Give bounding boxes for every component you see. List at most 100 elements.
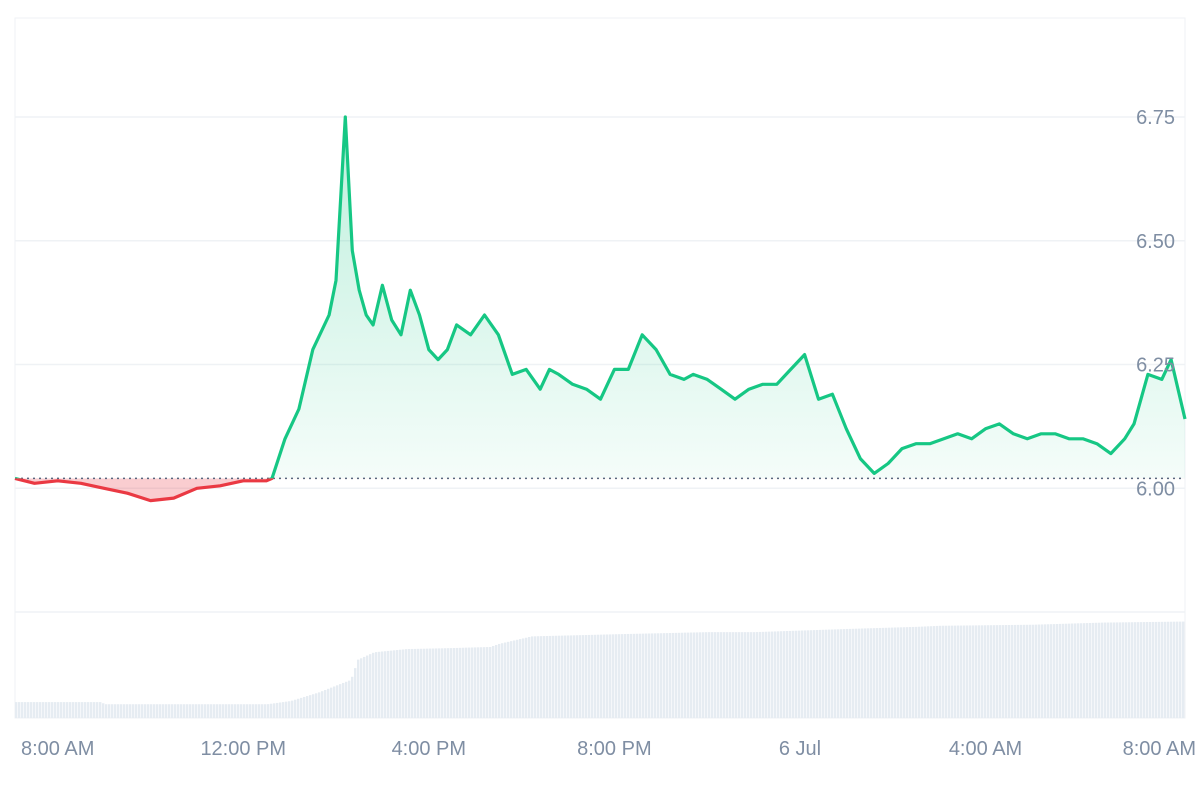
- volume-bar: [411, 648, 414, 718]
- volume-bar: [300, 697, 303, 718]
- volume-bar: [771, 631, 774, 718]
- volume-bar: [774, 631, 777, 718]
- volume-bar: [198, 704, 201, 718]
- volume-bar: [1089, 622, 1092, 718]
- volume-bar: [1110, 622, 1113, 718]
- volume-bar: [315, 693, 318, 718]
- volume-bar: [48, 702, 51, 718]
- volume-bar: [1128, 622, 1131, 718]
- volume-bar: [1056, 623, 1059, 718]
- volume-bar: [744, 632, 747, 718]
- volume-bar: [1155, 621, 1158, 718]
- volume-bar: [240, 704, 243, 718]
- volume-bar: [909, 627, 912, 718]
- volume-bar: [444, 648, 447, 718]
- volume-bar: [213, 704, 216, 718]
- volume-bar: [192, 704, 195, 718]
- volume-bar: [1023, 624, 1026, 718]
- volume-bar: [57, 702, 60, 718]
- volume-bar: [729, 632, 732, 718]
- x-tick-label: 4:00 PM: [392, 738, 466, 760]
- volume-bar: [324, 690, 327, 718]
- price-line[interactable]: [14, 115, 1187, 503]
- volume-bar: [375, 652, 378, 718]
- x-tick-label: 8:00 PM: [577, 738, 651, 760]
- volume-bar: [72, 702, 75, 718]
- volume-bar: [81, 702, 84, 718]
- volume-bar: [1104, 622, 1107, 718]
- volume-bar: [915, 626, 918, 718]
- volume-bars: [15, 621, 1185, 718]
- volume-bar: [408, 649, 411, 718]
- volume-bar: [765, 631, 768, 718]
- volume-bar: [138, 704, 141, 718]
- volume-bar: [1038, 624, 1041, 718]
- volume-bar: [336, 685, 339, 718]
- volume-bar: [984, 625, 987, 718]
- volume-bar: [828, 629, 831, 718]
- volume-bar: [930, 626, 933, 718]
- volume-bar: [1143, 622, 1146, 718]
- volume-bar: [837, 629, 840, 718]
- volume-bar: [261, 704, 264, 718]
- grid-lines: [15, 116, 1185, 613]
- volume-bar: [348, 680, 351, 718]
- volume-bar: [378, 651, 381, 718]
- volume-bar: [672, 632, 675, 718]
- volume-bar: [1170, 621, 1173, 718]
- volume-bar: [174, 704, 177, 718]
- volume-bar: [219, 704, 222, 718]
- volume-bar: [105, 704, 108, 718]
- volume-bar: [615, 634, 618, 718]
- volume-bar: [717, 632, 720, 718]
- volume-bar: [147, 704, 150, 718]
- volume-bar: [795, 630, 798, 718]
- volume-bar: [423, 648, 426, 718]
- volume-bar: [807, 630, 810, 718]
- volume-bar: [525, 637, 528, 718]
- volume-bar: [582, 635, 585, 718]
- volume-bar: [960, 625, 963, 718]
- volume-bar: [711, 632, 714, 718]
- volume-bar: [495, 644, 498, 718]
- volume-bar: [1182, 621, 1185, 718]
- volume-bar: [489, 646, 492, 718]
- volume-bar: [165, 704, 168, 718]
- volume-bar: [75, 702, 78, 718]
- volume-bar: [93, 702, 96, 718]
- volume-bar: [453, 648, 456, 718]
- volume-bar: [633, 633, 636, 718]
- volume-bar: [708, 632, 711, 718]
- volume-bar: [882, 627, 885, 718]
- volume-bar: [222, 704, 225, 718]
- volume-bar: [819, 629, 822, 718]
- volume-bar: [42, 702, 45, 718]
- volume-bar: [924, 626, 927, 718]
- volume-bar: [84, 702, 87, 718]
- volume-bar: [897, 627, 900, 718]
- volume-bar: [825, 629, 828, 718]
- volume-bar: [60, 702, 63, 718]
- volume-bar: [1152, 621, 1155, 718]
- volume-bar: [975, 625, 978, 718]
- volume-bar: [270, 703, 273, 718]
- volume-bar: [483, 647, 486, 718]
- volume-bar: [414, 648, 417, 718]
- volume-bar: [1035, 624, 1038, 718]
- volume-bar: [351, 676, 354, 718]
- volume-bar: [1134, 622, 1137, 718]
- volume-bar: [111, 704, 114, 718]
- volume-bar: [900, 627, 903, 718]
- volume-bar: [306, 696, 309, 718]
- x-tick-label: 8:00 AM: [21, 738, 94, 760]
- volume-bar: [186, 704, 189, 718]
- volume-bar: [1053, 624, 1056, 718]
- volume-bar: [810, 630, 813, 718]
- volume-bar: [804, 630, 807, 718]
- volume-bar: [288, 701, 291, 718]
- volume-bar: [405, 649, 408, 718]
- volume-bar: [945, 625, 948, 718]
- volume-bar: [63, 702, 66, 718]
